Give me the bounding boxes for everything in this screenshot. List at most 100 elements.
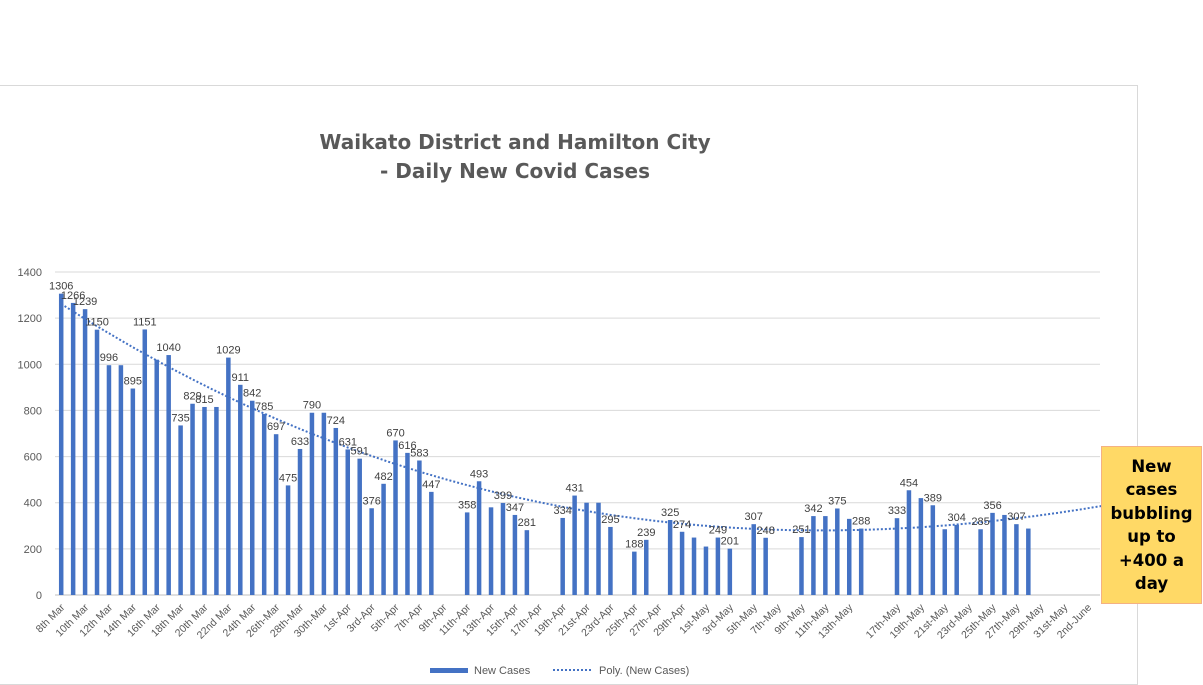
bar xyxy=(978,529,983,595)
bar xyxy=(811,516,816,595)
bar xyxy=(954,524,959,595)
data-label: 304 xyxy=(948,512,966,524)
data-label: 288 xyxy=(852,516,870,528)
data-label: 697 xyxy=(267,421,285,433)
callout-box: New cases bubbling up to +400 a day xyxy=(1101,446,1202,604)
data-label: 583 xyxy=(410,447,428,459)
bar xyxy=(369,508,374,595)
bar xyxy=(727,548,733,595)
trendline xyxy=(60,303,1113,532)
legend-swatch-bars xyxy=(430,668,468,673)
bar xyxy=(835,508,840,595)
data-label: 633 xyxy=(291,436,309,448)
bar xyxy=(58,293,64,595)
bar xyxy=(178,425,183,595)
bar xyxy=(667,520,673,595)
data-label: 334 xyxy=(554,505,572,517)
legend-label-new-cases: New Cases xyxy=(474,665,531,677)
bar xyxy=(632,551,637,595)
data-label: 375 xyxy=(828,495,846,507)
data-label: 399 xyxy=(494,490,512,502)
data-label: 1239 xyxy=(73,296,97,308)
bar xyxy=(858,528,864,595)
y-tick-label: 1000 xyxy=(18,359,42,371)
data-label: 248 xyxy=(756,525,774,537)
bar xyxy=(106,365,112,595)
data-label: 454 xyxy=(900,477,918,489)
data-label: 911 xyxy=(232,372,250,384)
data-label: 274 xyxy=(673,519,691,531)
data-label: 376 xyxy=(362,495,380,507)
bar xyxy=(214,406,219,595)
data-label: 356 xyxy=(983,500,1001,512)
bar xyxy=(190,403,195,595)
data-label: 1306 xyxy=(49,281,73,293)
bar xyxy=(249,400,255,595)
y-tick-label: 1400 xyxy=(18,267,42,279)
bar xyxy=(202,406,207,595)
data-label: 358 xyxy=(458,499,476,511)
data-label: 735 xyxy=(171,412,189,424)
bar xyxy=(464,512,470,595)
bar xyxy=(846,518,852,595)
bar xyxy=(596,502,601,595)
data-label: 281 xyxy=(518,517,536,529)
y-tick-label: 1200 xyxy=(18,313,42,325)
bar xyxy=(297,448,303,595)
bar xyxy=(906,490,912,595)
bar xyxy=(990,512,995,595)
data-label: 342 xyxy=(804,503,822,515)
data-label: 295 xyxy=(601,514,619,526)
bar xyxy=(417,460,422,595)
chart-title: Waikato District and Hamilton City - Dai… xyxy=(200,128,830,186)
bar xyxy=(679,531,685,595)
bar xyxy=(285,485,291,595)
bar xyxy=(823,516,828,595)
data-label: 670 xyxy=(386,427,404,439)
bar xyxy=(309,412,315,595)
data-label: 631 xyxy=(339,436,357,448)
bar xyxy=(70,302,76,595)
bar xyxy=(560,517,565,595)
bar xyxy=(524,530,530,595)
data-label: 842 xyxy=(243,388,261,400)
bar xyxy=(715,537,721,595)
bar xyxy=(644,539,649,595)
bar xyxy=(154,359,159,595)
data-label: 724 xyxy=(327,415,345,427)
data-label: 201 xyxy=(721,536,739,548)
bar xyxy=(130,388,136,595)
chart-area xyxy=(0,85,1138,685)
data-label: 239 xyxy=(637,527,655,539)
data-label: 895 xyxy=(124,376,142,388)
bar xyxy=(381,483,386,595)
bar xyxy=(94,329,100,595)
data-label: 482 xyxy=(374,471,392,483)
chart-title-line-1: Waikato District and Hamilton City xyxy=(319,130,711,154)
bar xyxy=(357,458,362,595)
data-label: 1151 xyxy=(133,316,157,328)
bar xyxy=(918,498,924,595)
data-label: 249 xyxy=(709,525,727,537)
bar xyxy=(429,491,434,595)
bar xyxy=(799,537,804,595)
bar xyxy=(930,505,936,595)
bar xyxy=(142,329,148,595)
bar xyxy=(691,537,697,595)
data-label: 1029 xyxy=(216,345,240,357)
bar xyxy=(608,526,613,595)
data-label: 790 xyxy=(303,400,321,412)
data-label: 447 xyxy=(422,479,440,491)
y-tick-label: 600 xyxy=(24,452,42,464)
bar xyxy=(82,309,88,595)
data-label: 591 xyxy=(351,446,369,458)
data-label: 785 xyxy=(255,401,273,413)
bar xyxy=(751,524,756,595)
y-tick-label: 800 xyxy=(24,405,42,417)
data-label: 996 xyxy=(100,352,118,364)
bar xyxy=(118,365,124,595)
data-label: 1040 xyxy=(156,342,180,354)
data-label: 1266 xyxy=(61,290,85,302)
bar xyxy=(763,537,768,595)
